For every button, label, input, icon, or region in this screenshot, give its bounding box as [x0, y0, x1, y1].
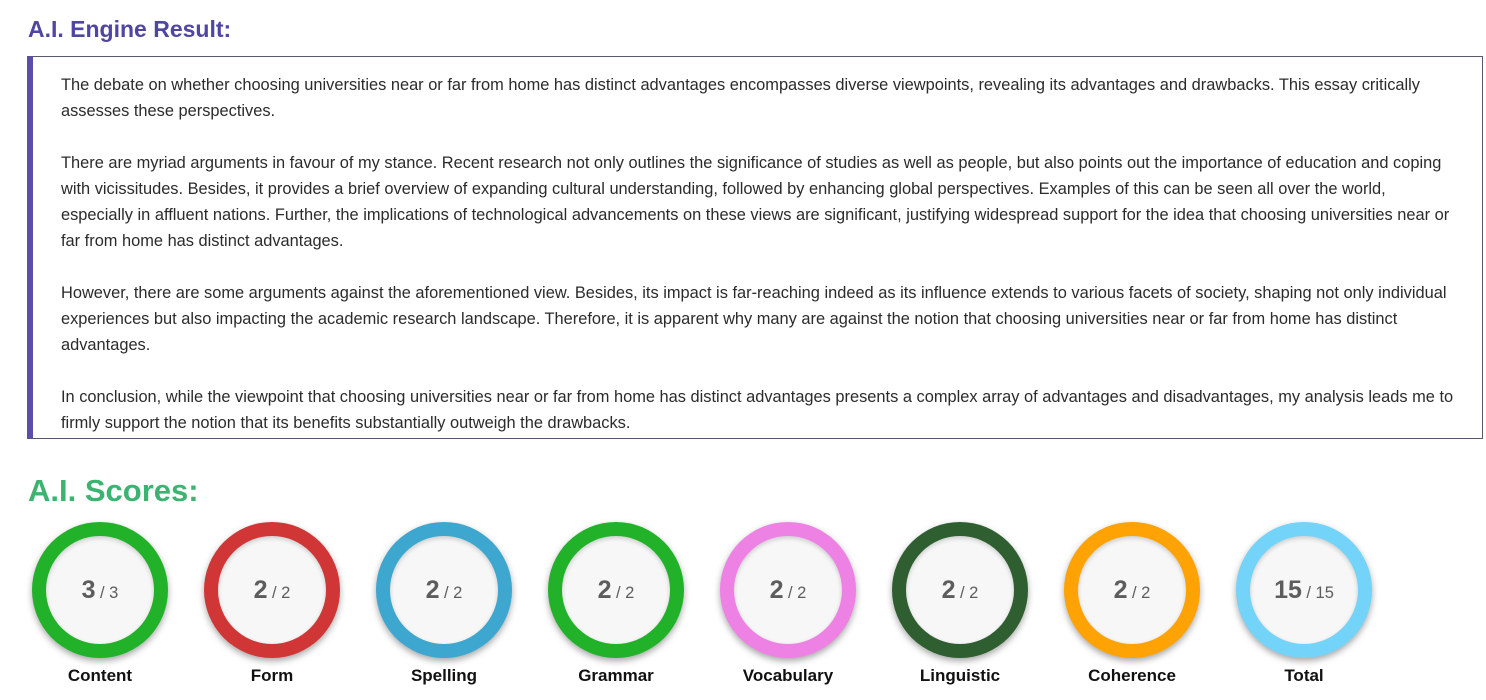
score-max: / 3 [100, 584, 119, 602]
essay-text: The debate on whether choosing universit… [61, 72, 1460, 436]
score-ring: 2 / 2 [892, 522, 1028, 658]
score-max: / 2 [444, 584, 463, 602]
score-max: / 2 [272, 584, 291, 602]
essay-paragraph: There are myriad arguments in favour of … [61, 154, 1450, 250]
score-max: / 2 [788, 584, 807, 602]
result-heading: A.I. Engine Result: [28, 16, 232, 42]
score-circle: 2 / 2 [218, 536, 326, 644]
scores-heading: A.I. Scores: [28, 473, 199, 508]
essay-paragraph: The debate on whether choosing universit… [61, 76, 1421, 120]
score-label: Linguistic [919, 666, 1001, 685]
score-vocabulary: 2 / 2 Vocabulary [702, 522, 874, 694]
score-value: 2 [253, 576, 268, 604]
score-max: / 2 [1132, 584, 1151, 602]
score-label: Total [1284, 666, 1324, 685]
score-circle: 2 / 2 [390, 536, 498, 644]
score-circle: 2 / 2 [562, 536, 670, 644]
score-label: Content [67, 666, 133, 685]
score-ring: 2 / 2 [204, 522, 340, 658]
score-value: 2 [425, 576, 440, 604]
score-coherence: 2 / 2 Coherence [1046, 522, 1218, 694]
score-value: 2 [597, 576, 612, 604]
score-circle: 3 / 3 [46, 536, 154, 644]
score-label: Spelling [410, 666, 478, 685]
score-ring: 15 / 15 [1236, 522, 1372, 658]
score-circle: 2 / 2 [734, 536, 842, 644]
score-value: 15 [1274, 576, 1302, 604]
score-ring: 3 / 3 [32, 522, 168, 658]
score-ring: 2 / 2 [1064, 522, 1200, 658]
score-form: 2 / 2 Form [186, 522, 358, 694]
score-max: / 2 [616, 584, 635, 602]
essay-paragraph: However, there are some arguments agains… [61, 284, 1447, 354]
score-total: 15 / 15 Total [1218, 522, 1390, 694]
score-max: / 15 [1306, 584, 1334, 602]
score-spelling: 2 / 2 Spelling [358, 522, 530, 694]
score-label: Vocabulary [742, 666, 834, 685]
score-ring: 2 / 2 [548, 522, 684, 658]
score-circle: 2 / 2 [1078, 536, 1186, 644]
score-content: 3 / 3 Content [14, 522, 186, 694]
score-circle: 15 / 15 [1250, 536, 1358, 644]
score-circle: 2 / 2 [906, 536, 1014, 644]
score-value: 2 [1113, 576, 1128, 604]
score-value: 3 [81, 576, 96, 604]
score-value: 2 [769, 576, 784, 604]
score-value: 2 [941, 576, 956, 604]
score-ring: 2 / 2 [376, 522, 512, 658]
score-linguistic: 2 / 2 Linguistic [874, 522, 1046, 694]
score-label: Form [250, 666, 294, 685]
score-grammar: 2 / 2 Grammar [530, 522, 702, 694]
score-ring: 2 / 2 [720, 522, 856, 658]
essay-box: The debate on whether choosing universit… [27, 56, 1483, 439]
score-max: / 2 [960, 584, 979, 602]
score-label: Grammar [578, 666, 654, 685]
essay-paragraph: In conclusion, while the viewpoint that … [61, 388, 1454, 432]
score-label: Coherence [1088, 666, 1176, 685]
